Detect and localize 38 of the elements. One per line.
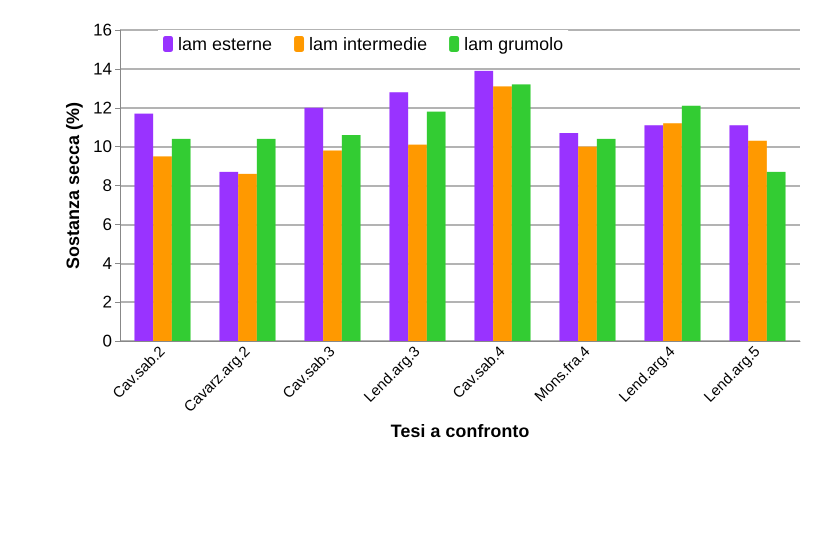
y-axis-title: Sostanza secca (%) [63,102,83,270]
bar [559,133,578,341]
y-tick-label: 2 [102,292,112,312]
bar [682,106,701,341]
x-axis-title: Tesi a confronto [390,421,530,442]
bar [474,70,494,341]
bar [238,174,257,341]
bar [134,114,154,341]
bar [729,125,748,341]
y-tick-label: 14 [93,59,112,78]
y-tick-label: 12 [93,98,112,118]
bar [663,123,682,341]
bar [766,172,786,341]
legend-label: lam intermedie [309,34,428,54]
bar [389,92,408,341]
bar [323,150,342,341]
bar [219,172,238,341]
bar [578,146,597,341]
y-tick-label: 6 [102,214,112,234]
bar [596,138,616,341]
bar [153,156,172,341]
bar [304,108,324,341]
bar [256,138,276,341]
y-tick-label: 10 [93,137,112,156]
bar [172,138,191,341]
y-tick-label: 4 [102,254,112,273]
bar [408,144,427,341]
legend-label: lam esterne [178,34,272,54]
y-tick-label: 16 [93,20,112,40]
y-tick-label: 0 [102,332,112,350]
bar [342,134,361,341]
bar [748,140,767,341]
bar [426,112,446,341]
y-tick-label: 8 [102,176,112,195]
bar [512,84,531,341]
bar [493,86,512,341]
bar [644,125,664,341]
legend-label: lam grumolo [464,34,564,54]
